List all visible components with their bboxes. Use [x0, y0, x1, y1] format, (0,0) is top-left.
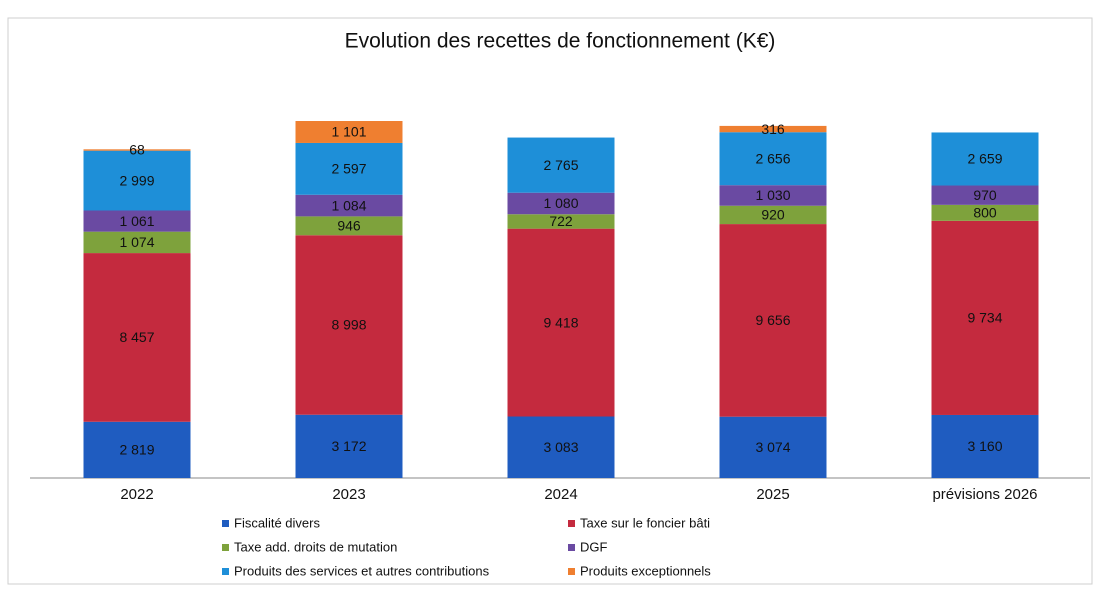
x-tick-label: 2024: [544, 486, 577, 503]
legend-swatch: [568, 520, 575, 527]
legend-label: Produits des services et autres contribu…: [234, 563, 490, 578]
bar-segment: [507, 192, 615, 215]
data-label: 316: [761, 121, 785, 137]
data-label: 3 172: [331, 438, 366, 454]
data-label: 1 084: [331, 197, 366, 213]
bar-segment: [295, 194, 403, 217]
bar-segment: [931, 185, 1039, 205]
bar-segment: [83, 150, 191, 211]
frame: [7, 17, 1093, 585]
bar-segment: [83, 210, 191, 232]
bar-segment: [295, 235, 403, 415]
bar-segment: [83, 149, 191, 151]
bar-segment: [931, 220, 1039, 415]
legend-swatch: [222, 568, 229, 575]
data-label: 8 457: [119, 329, 154, 345]
bar-segment: [719, 185, 827, 206]
x-tick-label: 2025: [756, 486, 789, 503]
chart-title: Evolution des recettes de fonctionnement…: [345, 30, 776, 53]
bar-segment: [83, 231, 191, 254]
x-tick-label: 2022: [120, 486, 153, 503]
data-label: 946: [337, 218, 361, 234]
bar-segment: [719, 224, 827, 417]
legend-swatch: [222, 520, 229, 527]
bar-segment: [719, 416, 827, 478]
data-label: 2 819: [119, 442, 154, 458]
bar-segment: [507, 416, 615, 478]
data-label: 2 999: [119, 172, 154, 188]
bar-segment: [295, 216, 403, 236]
bar-segment: [931, 414, 1039, 478]
data-label: 8 998: [331, 317, 366, 333]
data-label: 9 656: [755, 312, 790, 328]
bar-segment: [295, 142, 403, 195]
legend-swatch: [222, 544, 229, 551]
legend-label: Taxe add. droits de mutation: [234, 539, 397, 554]
data-label: 68: [129, 142, 145, 158]
bar-segment: [931, 204, 1039, 221]
bar-segment: [83, 253, 191, 422]
legend-swatch: [568, 568, 575, 575]
bar-segment: [719, 125, 827, 133]
legend-label: Fiscalité divers: [234, 515, 320, 530]
data-label: 9 418: [543, 314, 578, 330]
data-label: 722: [549, 213, 573, 229]
data-label: 3 074: [755, 439, 790, 455]
data-label: 2 765: [543, 157, 578, 173]
legend-swatch: [568, 544, 575, 551]
data-label: 2 597: [331, 161, 366, 177]
bar-segment: [719, 132, 827, 186]
bar-segment: [507, 214, 615, 229]
data-label: 2 656: [755, 150, 790, 166]
data-label: 9 734: [967, 310, 1002, 326]
legend-label: Taxe sur le foncier bâti: [580, 515, 710, 530]
data-label: 3 083: [543, 439, 578, 455]
bar-segment: [719, 205, 827, 225]
legend-label: DGF: [580, 539, 608, 554]
data-label: 920: [761, 207, 785, 223]
bar-segment: [295, 121, 403, 143]
data-label: 970: [973, 187, 997, 203]
bar-segment: [507, 137, 615, 193]
bar-segment: [83, 421, 191, 478]
bar-segment: [931, 132, 1039, 186]
data-label: 1 074: [119, 234, 154, 250]
x-tick-label: prévisions 2026: [932, 486, 1037, 503]
data-label: 1 080: [543, 195, 578, 211]
data-label: 800: [973, 205, 997, 221]
bar-segment: [295, 414, 403, 478]
data-label: 1 101: [331, 124, 366, 140]
legend-label: Produits exceptionnels: [580, 563, 711, 578]
data-label: 3 160: [967, 438, 1002, 454]
bar-segment: [507, 228, 615, 417]
data-label: 2 659: [967, 151, 1002, 167]
x-tick-label: 2023: [332, 486, 365, 503]
data-label: 1 061: [119, 213, 154, 229]
data-label: 1 030: [755, 187, 790, 203]
